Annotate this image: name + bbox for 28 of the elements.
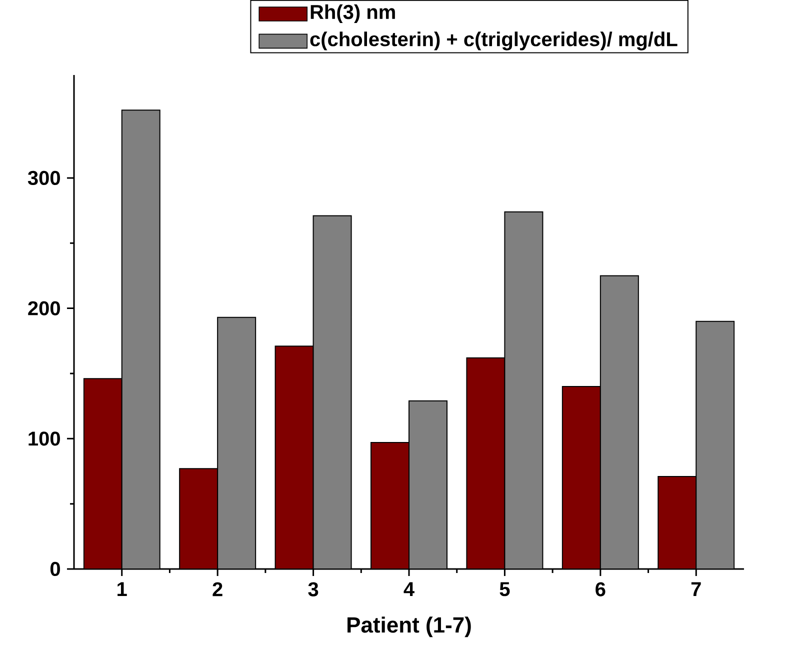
bar xyxy=(179,468,218,569)
bar xyxy=(466,357,506,569)
y-tick-label: 100 xyxy=(28,432,60,446)
x-tick-label: 7 xyxy=(691,582,701,596)
bar xyxy=(408,400,448,569)
x-tick-label: 5 xyxy=(500,582,510,596)
legend-label: Rh(3) nm xyxy=(310,4,395,24)
x-axis-title: Patient (1-7) xyxy=(348,616,471,638)
bar xyxy=(504,211,544,569)
bar xyxy=(312,215,352,569)
legend-label: c(cholesterin) + c(triglycerides)/ mg/dL xyxy=(310,32,678,50)
bar xyxy=(562,386,601,569)
x-tick-label: 3 xyxy=(308,582,318,596)
x-tick-label: 6 xyxy=(596,582,606,596)
bar xyxy=(658,476,697,569)
x-tick-label: 4 xyxy=(404,582,414,596)
bar xyxy=(217,316,256,569)
y-tick-label: 200 xyxy=(28,301,60,316)
y-tick-label: 0 xyxy=(50,562,60,576)
y-tick-label: 300 xyxy=(28,170,60,186)
bar xyxy=(370,442,410,569)
bar xyxy=(696,320,735,569)
bar xyxy=(274,346,314,569)
x-tick-label: 1 xyxy=(118,582,127,596)
x-tick-label: 2 xyxy=(212,582,222,596)
bar xyxy=(83,378,122,569)
bar xyxy=(121,110,160,569)
bar xyxy=(600,275,639,569)
